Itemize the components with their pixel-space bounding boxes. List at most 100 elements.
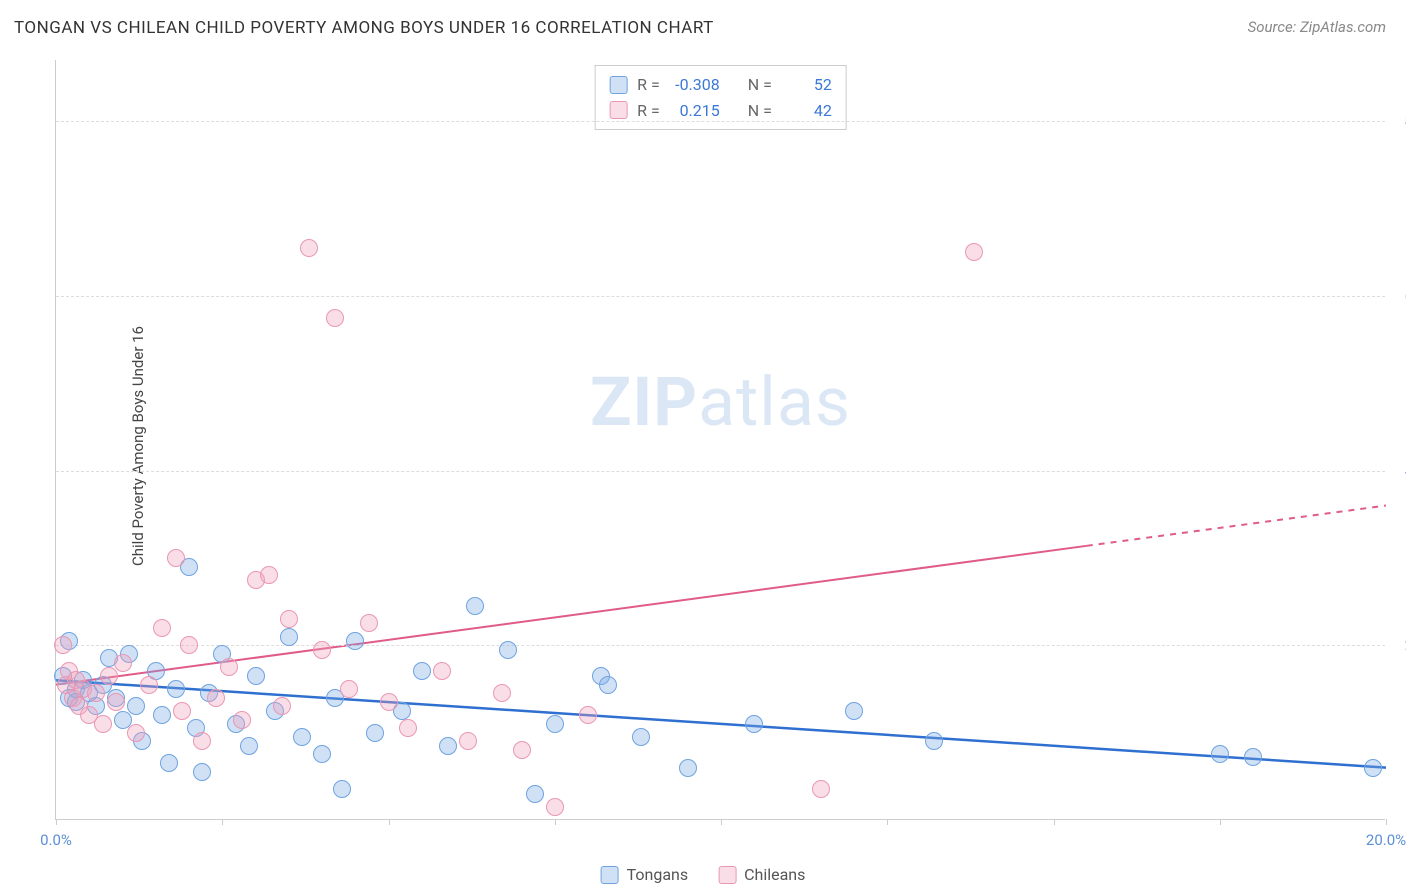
scatter-point-chileans [180, 636, 198, 654]
n-value-chileans: 42 [782, 98, 832, 124]
scatter-point-chileans [87, 684, 105, 702]
x-tick [389, 819, 390, 825]
x-tick [222, 819, 223, 825]
scatter-point-chileans [546, 798, 564, 816]
scatter-point-chileans [173, 702, 191, 720]
scatter-point-tongans [127, 697, 145, 715]
gridline [56, 645, 1385, 646]
x-tick [1054, 819, 1055, 825]
scatter-point-tongans [160, 754, 178, 772]
scatter-point-tongans [240, 737, 258, 755]
scatter-point-tongans [247, 667, 265, 685]
scatter-point-tongans [280, 628, 298, 646]
scatter-point-chileans [433, 662, 451, 680]
r-value-tongans: -0.308 [670, 72, 720, 98]
scatter-point-chileans [965, 243, 983, 261]
gridline [56, 471, 1385, 472]
r-label-2: R = [637, 98, 660, 124]
x-tick-label: 20.0% [1366, 831, 1406, 849]
scatter-point-tongans [845, 702, 863, 720]
scatter-point-tongans [366, 724, 384, 742]
scatter-point-chileans [273, 697, 291, 715]
scatter-point-tongans [153, 706, 171, 724]
scatter-point-chileans [280, 610, 298, 628]
y-tick-label: 80.0% [1390, 112, 1406, 130]
x-tick-label: 0.0% [40, 831, 72, 849]
trend-line-chileans [56, 546, 1087, 685]
scatter-point-chileans [459, 732, 477, 750]
scatter-point-chileans [207, 689, 225, 707]
legend-swatch-tongans [601, 866, 619, 884]
trend-lines-svg [56, 60, 1386, 820]
scatter-point-tongans [439, 737, 457, 755]
scatter-point-chileans [326, 309, 344, 327]
scatter-point-tongans [1364, 759, 1382, 777]
legend-label-chileans: Chileans [744, 865, 805, 884]
legend-swatch-chileans [718, 866, 736, 884]
scatter-point-chileans [300, 239, 318, 257]
scatter-point-chileans [313, 641, 331, 659]
scatter-point-tongans [346, 632, 364, 650]
trend-line-dashed-chileans [1087, 506, 1386, 546]
plot-area: ZIPatlas R = -0.308 N = 52 R = 0.215 N =… [55, 60, 1385, 820]
scatter-point-tongans [333, 780, 351, 798]
r-label: R = [637, 72, 660, 98]
scatter-point-chileans [140, 676, 158, 694]
scatter-point-chileans [193, 732, 211, 750]
n-label: N = [748, 72, 772, 98]
scatter-point-chileans [94, 715, 112, 733]
watermark-text: ZIPatlas [590, 362, 851, 442]
chart-container: TONGAN VS CHILEAN CHILD POVERTY AMONG BO… [0, 0, 1406, 892]
scatter-point-tongans [413, 662, 431, 680]
x-tick [56, 819, 57, 825]
x-tick [1386, 819, 1387, 825]
n-label-2: N = [748, 98, 772, 124]
legend-item-chileans: Chileans [718, 865, 805, 884]
scatter-point-chileans [513, 741, 531, 759]
r-value-chileans: 0.215 [670, 98, 720, 124]
scatter-point-chileans [360, 614, 378, 632]
watermark-bold: ZIP [590, 362, 698, 442]
scatter-point-tongans [632, 728, 650, 746]
source-label: Source: [1248, 18, 1300, 36]
stats-row-chileans: R = 0.215 N = 42 [609, 98, 832, 124]
trend-line-tongans [56, 680, 1386, 767]
y-tick-label: 20.0% [1390, 636, 1406, 654]
scatter-point-tongans [526, 785, 544, 803]
scatter-point-chileans [380, 693, 398, 711]
gridline [56, 296, 1385, 297]
chart-title: TONGAN VS CHILEAN CHILD POVERTY AMONG BO… [14, 18, 714, 38]
watermark-rest: atlas [698, 362, 851, 442]
y-tick-label: 60.0% [1390, 287, 1406, 305]
source-attribution: Source: ZipAtlas.com [1248, 18, 1386, 36]
scatter-point-tongans [745, 715, 763, 733]
legend-item-tongans: Tongans [601, 865, 689, 884]
swatch-tongans [609, 76, 627, 94]
x-tick [887, 819, 888, 825]
bottom-legend: Tongans Chileans [601, 865, 806, 884]
gridline [56, 121, 1385, 122]
scatter-point-chileans [493, 684, 511, 702]
scatter-point-tongans [599, 676, 617, 694]
scatter-point-tongans [1211, 745, 1229, 763]
scatter-point-tongans [1244, 748, 1262, 766]
scatter-point-chileans [127, 724, 145, 742]
x-tick [1220, 819, 1221, 825]
n-value-tongans: 52 [782, 72, 832, 98]
swatch-chileans [609, 101, 627, 119]
scatter-point-chileans [54, 636, 72, 654]
scatter-point-chileans [153, 619, 171, 637]
scatter-point-tongans [466, 597, 484, 615]
scatter-point-chileans [812, 780, 830, 798]
scatter-point-tongans [925, 732, 943, 750]
scatter-point-tongans [313, 745, 331, 763]
scatter-point-chileans [220, 658, 238, 676]
source-name: ZipAtlas.com [1300, 18, 1386, 36]
scatter-point-chileans [579, 706, 597, 724]
scatter-point-chileans [233, 711, 251, 729]
scatter-point-chileans [107, 693, 125, 711]
legend-label-tongans: Tongans [627, 865, 689, 884]
scatter-point-chileans [340, 680, 358, 698]
scatter-point-tongans [167, 680, 185, 698]
scatter-point-chileans [167, 549, 185, 567]
